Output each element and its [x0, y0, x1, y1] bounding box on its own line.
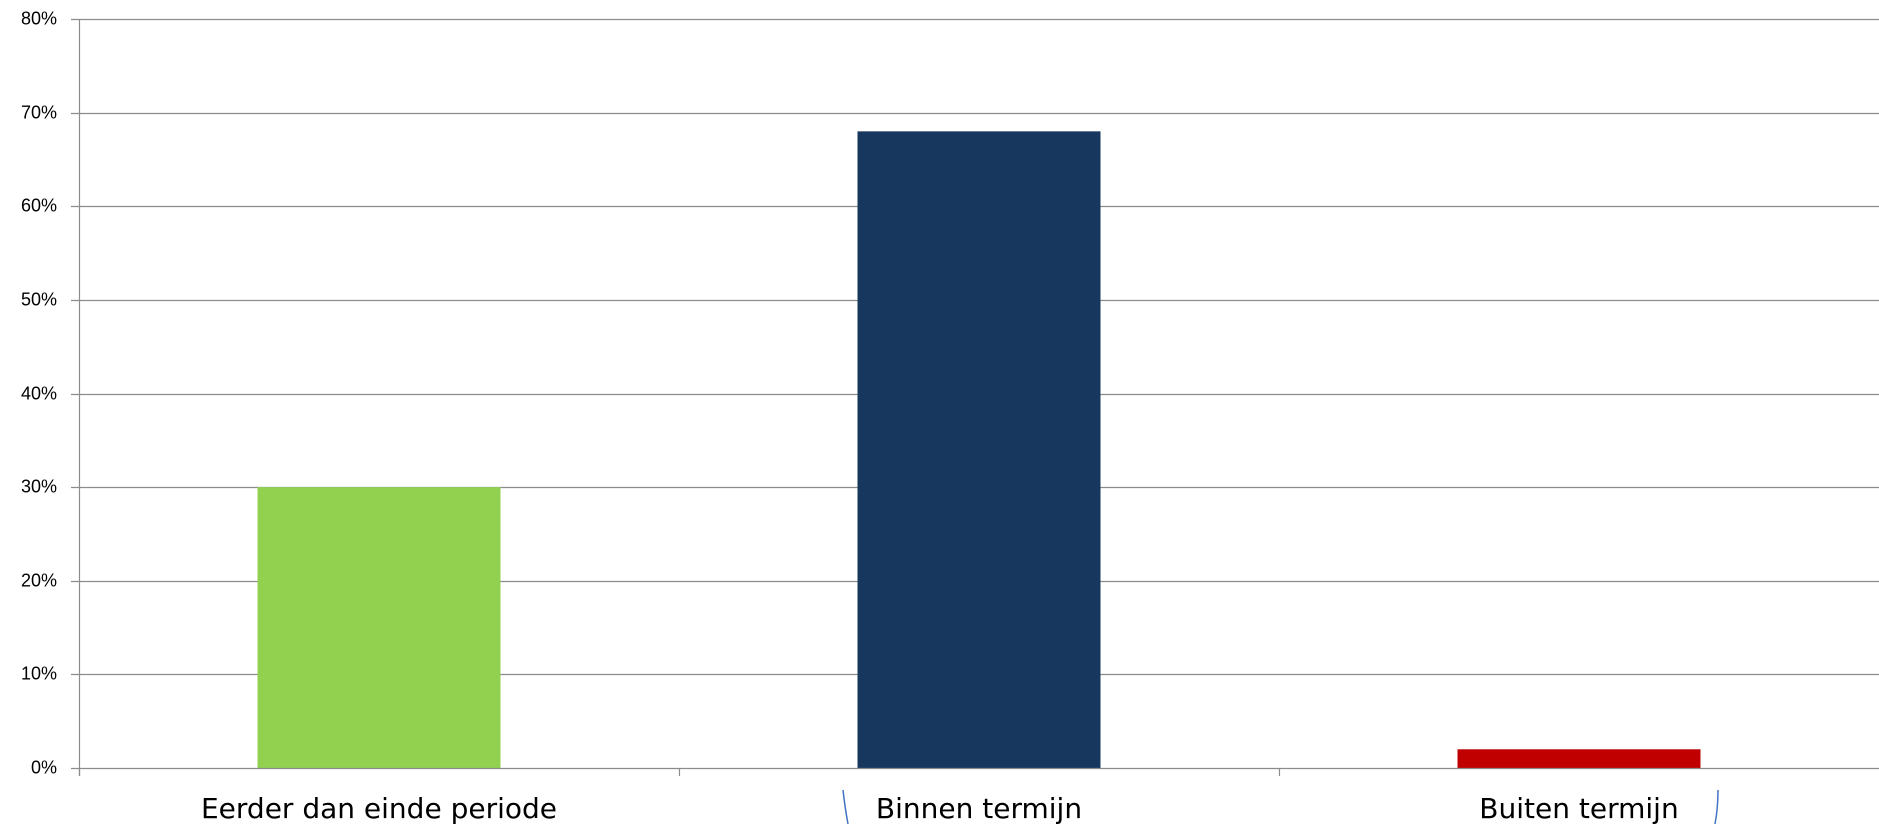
x-tick-labels: Eerder dan einde periode Binnen termijn Bu…: [201, 792, 1679, 825]
decorations: [842, 789, 1719, 825]
bar: [1457, 749, 1701, 768]
axes: [71, 19, 1879, 776]
y-tick-label: 10%: [21, 664, 57, 684]
bar: [257, 487, 501, 768]
y-tick-label: 70%: [21, 103, 57, 123]
x-tick-label: Eerder dan einde periode: [201, 792, 557, 825]
y-tick-labels: 0% 10% 20% 30% 40% 50% 60% 70% 80%: [21, 9, 57, 778]
y-tick-label: 20%: [21, 571, 57, 591]
bracket-left-stroke: [842, 789, 849, 825]
y-tick-label: 0%: [31, 758, 57, 778]
y-tick-label: 60%: [21, 196, 57, 216]
x-tick-label: Buiten termijn: [1479, 792, 1678, 825]
y-tick-label: 50%: [21, 290, 57, 310]
bracket-right-stroke: [1714, 789, 1719, 825]
y-tick-label: 30%: [21, 477, 57, 497]
x-tick-label: Binnen termijn: [876, 792, 1082, 825]
y-tick-label: 80%: [21, 9, 57, 29]
y-tick-label: 40%: [21, 384, 57, 404]
bar: [857, 131, 1101, 769]
bars: [257, 131, 1701, 769]
